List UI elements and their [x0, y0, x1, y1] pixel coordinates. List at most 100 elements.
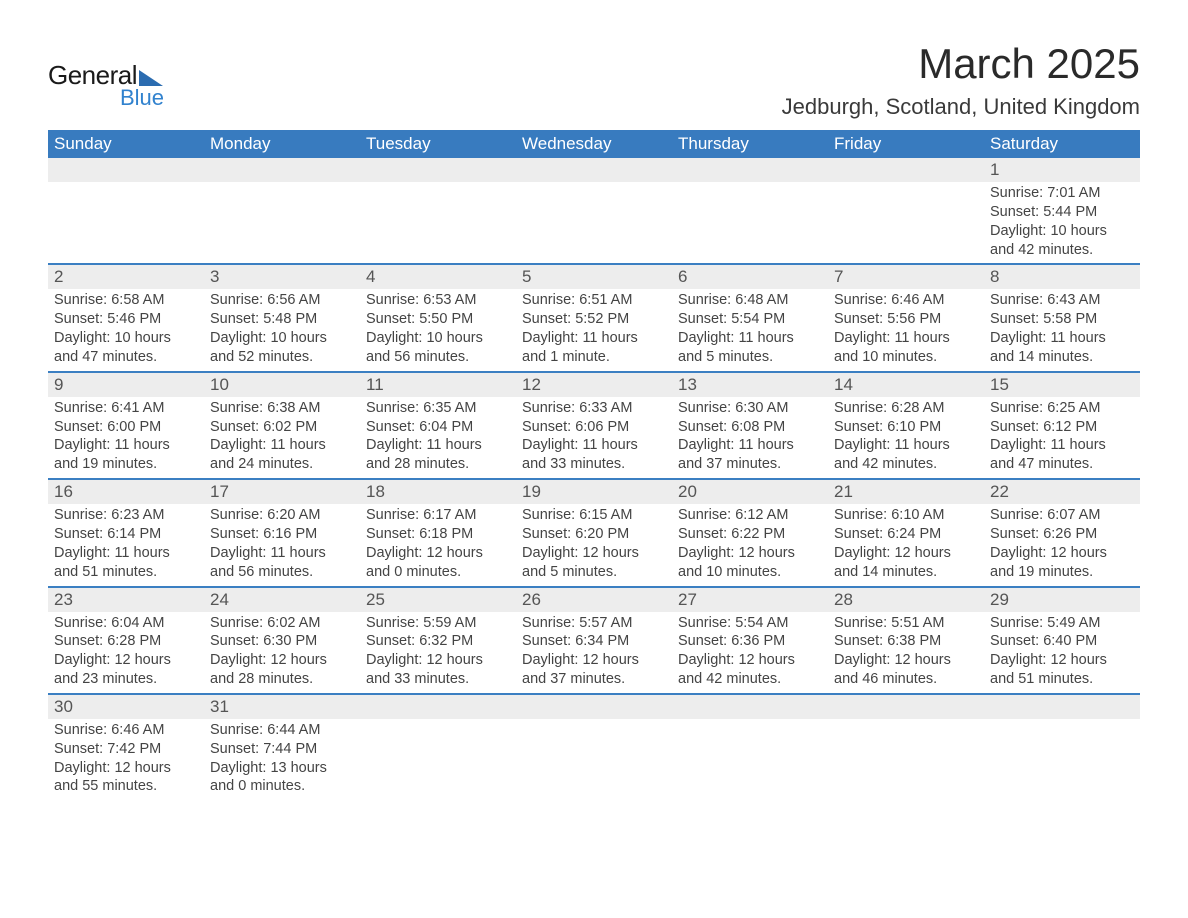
daylight-text: Daylight: 11 hours and 1 minute. — [522, 329, 666, 367]
sunset-text: Sunset: 5:52 PM — [522, 310, 666, 329]
daylight-text: Daylight: 11 hours and 5 minutes. — [678, 329, 822, 367]
daylight-text: Daylight: 12 hours and 55 minutes. — [54, 759, 198, 797]
day-detail-cell: Sunrise: 6:10 AMSunset: 6:24 PMDaylight:… — [828, 504, 984, 586]
daylight-text: Daylight: 11 hours and 19 minutes. — [54, 436, 198, 474]
day-detail-cell: Sunrise: 6:15 AMSunset: 6:20 PMDaylight:… — [516, 504, 672, 586]
sunset-text: Sunset: 6:26 PM — [990, 525, 1134, 544]
daylight-text: Daylight: 11 hours and 47 minutes. — [990, 436, 1134, 474]
daylight-text: Daylight: 10 hours and 47 minutes. — [54, 329, 198, 367]
day-number-cell — [360, 158, 516, 182]
sunset-text: Sunset: 6:30 PM — [210, 632, 354, 651]
day-detail-cell: Sunrise: 6:53 AMSunset: 5:50 PMDaylight:… — [360, 289, 516, 371]
day-detail-cell — [828, 719, 984, 800]
day-number-cell — [48, 158, 204, 182]
sunrise-text: Sunrise: 6:20 AM — [210, 506, 354, 525]
day-detail-cell: Sunrise: 5:59 AMSunset: 6:32 PMDaylight:… — [360, 612, 516, 694]
day-number-cell: 20 — [672, 479, 828, 504]
day-detail-cell: Sunrise: 5:54 AMSunset: 6:36 PMDaylight:… — [672, 612, 828, 694]
day-number-cell: 18 — [360, 479, 516, 504]
sunrise-text: Sunrise: 5:51 AM — [834, 614, 978, 633]
day-number-cell: 10 — [204, 372, 360, 397]
day-number-cell: 25 — [360, 587, 516, 612]
day-detail-cell: Sunrise: 6:38 AMSunset: 6:02 PMDaylight:… — [204, 397, 360, 479]
sunset-text: Sunset: 6:34 PM — [522, 632, 666, 651]
day-number-cell: 2 — [48, 264, 204, 289]
daylight-text: Daylight: 11 hours and 14 minutes. — [990, 329, 1134, 367]
day-detail-cell: Sunrise: 6:43 AMSunset: 5:58 PMDaylight:… — [984, 289, 1140, 371]
sunrise-text: Sunrise: 6:02 AM — [210, 614, 354, 633]
daylight-text: Daylight: 10 hours and 42 minutes. — [990, 222, 1134, 260]
day-detail-cell: Sunrise: 6:44 AMSunset: 7:44 PMDaylight:… — [204, 719, 360, 800]
day-number-cell: 28 — [828, 587, 984, 612]
daylight-text: Daylight: 10 hours and 56 minutes. — [366, 329, 510, 367]
day-header: Tuesday — [360, 130, 516, 158]
sunset-text: Sunset: 5:58 PM — [990, 310, 1134, 329]
sunrise-text: Sunrise: 6:51 AM — [522, 291, 666, 310]
day-detail-cell: Sunrise: 6:30 AMSunset: 6:08 PMDaylight:… — [672, 397, 828, 479]
day-detail-cell: Sunrise: 6:17 AMSunset: 6:18 PMDaylight:… — [360, 504, 516, 586]
day-header: Monday — [204, 130, 360, 158]
sunset-text: Sunset: 6:02 PM — [210, 418, 354, 437]
sunrise-text: Sunrise: 6:04 AM — [54, 614, 198, 633]
daylight-text: Daylight: 11 hours and 33 minutes. — [522, 436, 666, 474]
calendar-header-row: SundayMondayTuesdayWednesdayThursdayFrid… — [48, 130, 1140, 158]
day-number-cell: 5 — [516, 264, 672, 289]
day-detail-cell: Sunrise: 6:48 AMSunset: 5:54 PMDaylight:… — [672, 289, 828, 371]
sunset-text: Sunset: 6:32 PM — [366, 632, 510, 651]
sunrise-text: Sunrise: 6:38 AM — [210, 399, 354, 418]
day-detail-cell — [984, 719, 1140, 800]
day-header: Thursday — [672, 130, 828, 158]
day-detail-cell: Sunrise: 6:35 AMSunset: 6:04 PMDaylight:… — [360, 397, 516, 479]
sunrise-text: Sunrise: 6:28 AM — [834, 399, 978, 418]
sunrise-text: Sunrise: 5:49 AM — [990, 614, 1134, 633]
daylight-text: Daylight: 12 hours and 51 minutes. — [990, 651, 1134, 689]
day-detail-cell — [48, 182, 204, 264]
day-detail-cell: Sunrise: 5:49 AMSunset: 6:40 PMDaylight:… — [984, 612, 1140, 694]
week-detail-row: Sunrise: 6:58 AMSunset: 5:46 PMDaylight:… — [48, 289, 1140, 371]
day-detail-cell: Sunrise: 6:28 AMSunset: 6:10 PMDaylight:… — [828, 397, 984, 479]
day-number-cell: 12 — [516, 372, 672, 397]
day-number-cell — [516, 694, 672, 719]
daylight-text: Daylight: 11 hours and 56 minutes. — [210, 544, 354, 582]
daylight-text: Daylight: 10 hours and 52 minutes. — [210, 329, 354, 367]
sunset-text: Sunset: 6:28 PM — [54, 632, 198, 651]
week-daynum-row: 23242526272829 — [48, 587, 1140, 612]
day-detail-cell: Sunrise: 6:02 AMSunset: 6:30 PMDaylight:… — [204, 612, 360, 694]
sunset-text: Sunset: 6:12 PM — [990, 418, 1134, 437]
day-number-cell: 4 — [360, 264, 516, 289]
daylight-text: Daylight: 11 hours and 24 minutes. — [210, 436, 354, 474]
sunrise-text: Sunrise: 6:46 AM — [54, 721, 198, 740]
day-detail-cell: Sunrise: 6:41 AMSunset: 6:00 PMDaylight:… — [48, 397, 204, 479]
sunset-text: Sunset: 6:14 PM — [54, 525, 198, 544]
day-header: Sunday — [48, 130, 204, 158]
daylight-text: Daylight: 12 hours and 19 minutes. — [990, 544, 1134, 582]
day-number-cell: 31 — [204, 694, 360, 719]
week-daynum-row: 2345678 — [48, 264, 1140, 289]
daylight-text: Daylight: 12 hours and 28 minutes. — [210, 651, 354, 689]
sunset-text: Sunset: 6:40 PM — [990, 632, 1134, 651]
day-detail-cell — [828, 182, 984, 264]
sunrise-text: Sunrise: 6:10 AM — [834, 506, 978, 525]
daylight-text: Daylight: 12 hours and 5 minutes. — [522, 544, 666, 582]
day-number-cell — [672, 694, 828, 719]
sunrise-text: Sunrise: 6:43 AM — [990, 291, 1134, 310]
sunset-text: Sunset: 6:10 PM — [834, 418, 978, 437]
week-daynum-row: 9101112131415 — [48, 372, 1140, 397]
sunrise-text: Sunrise: 6:53 AM — [366, 291, 510, 310]
sunset-text: Sunset: 5:54 PM — [678, 310, 822, 329]
day-header: Saturday — [984, 130, 1140, 158]
day-detail-cell: Sunrise: 6:58 AMSunset: 5:46 PMDaylight:… — [48, 289, 204, 371]
week-detail-row: Sunrise: 6:41 AMSunset: 6:00 PMDaylight:… — [48, 397, 1140, 479]
week-daynum-row: 16171819202122 — [48, 479, 1140, 504]
calendar-table: SundayMondayTuesdayWednesdayThursdayFrid… — [48, 130, 1140, 800]
location-subtitle: Jedburgh, Scotland, United Kingdom — [782, 94, 1140, 120]
daylight-text: Daylight: 12 hours and 37 minutes. — [522, 651, 666, 689]
day-number-cell: 22 — [984, 479, 1140, 504]
daylight-text: Daylight: 12 hours and 42 minutes. — [678, 651, 822, 689]
sunrise-text: Sunrise: 7:01 AM — [990, 184, 1134, 203]
day-detail-cell — [204, 182, 360, 264]
sunrise-text: Sunrise: 6:56 AM — [210, 291, 354, 310]
sunrise-text: Sunrise: 5:54 AM — [678, 614, 822, 633]
sunrise-text: Sunrise: 5:59 AM — [366, 614, 510, 633]
daylight-text: Daylight: 12 hours and 33 minutes. — [366, 651, 510, 689]
